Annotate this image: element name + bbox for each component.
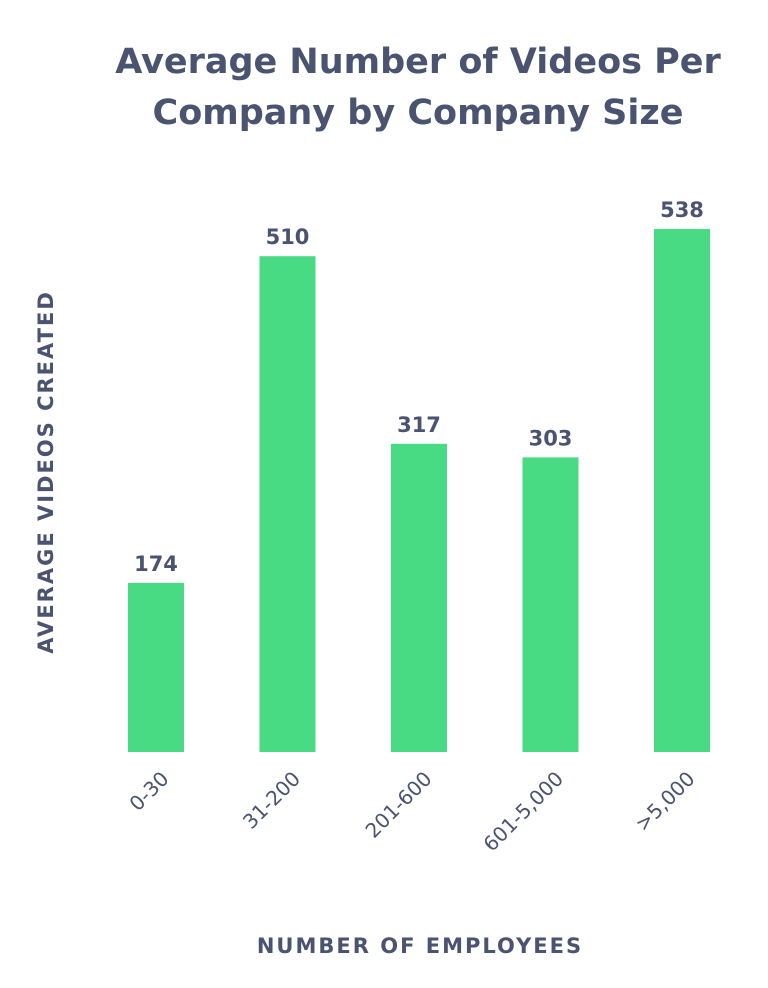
chart-title: Average Number of Videos Per Company by … — [115, 42, 721, 133]
chart-title-line-2: Company by Company Size — [153, 93, 684, 133]
bar-0 — [128, 582, 184, 752]
data-label-0: 174 — [134, 552, 178, 576]
x-tick-label-3: 601-5,000 — [478, 767, 568, 857]
x-tick-label-4: >5,000 — [630, 767, 699, 836]
data-label-4: 538 — [660, 198, 704, 222]
data-label-3: 303 — [529, 426, 573, 450]
bar-1 — [259, 256, 316, 752]
bar-2 — [391, 443, 447, 752]
chart-title-line-1: Average Number of Videos Per — [115, 42, 721, 82]
x-tick-label-1: 31-200 — [238, 767, 305, 834]
y-axis-title: AVERAGE VIDEOS CREATED — [34, 290, 58, 654]
data-label-1: 510 — [266, 225, 310, 249]
bar-3 — [522, 457, 579, 752]
data-label-2: 317 — [397, 413, 441, 437]
x-axis-title: NUMBER OF EMPLOYEES — [257, 934, 583, 958]
bars-group — [128, 229, 710, 752]
x-tick-label-2: 201-600 — [360, 767, 436, 843]
x-tick-labels-group: 0-30 31-200 201-600 601-5,000 >5,000 — [124, 767, 699, 857]
x-tick-label-0: 0-30 — [124, 767, 173, 816]
data-labels-group: 174 510 317 303 538 — [134, 198, 704, 576]
bar-4 — [654, 229, 710, 752]
